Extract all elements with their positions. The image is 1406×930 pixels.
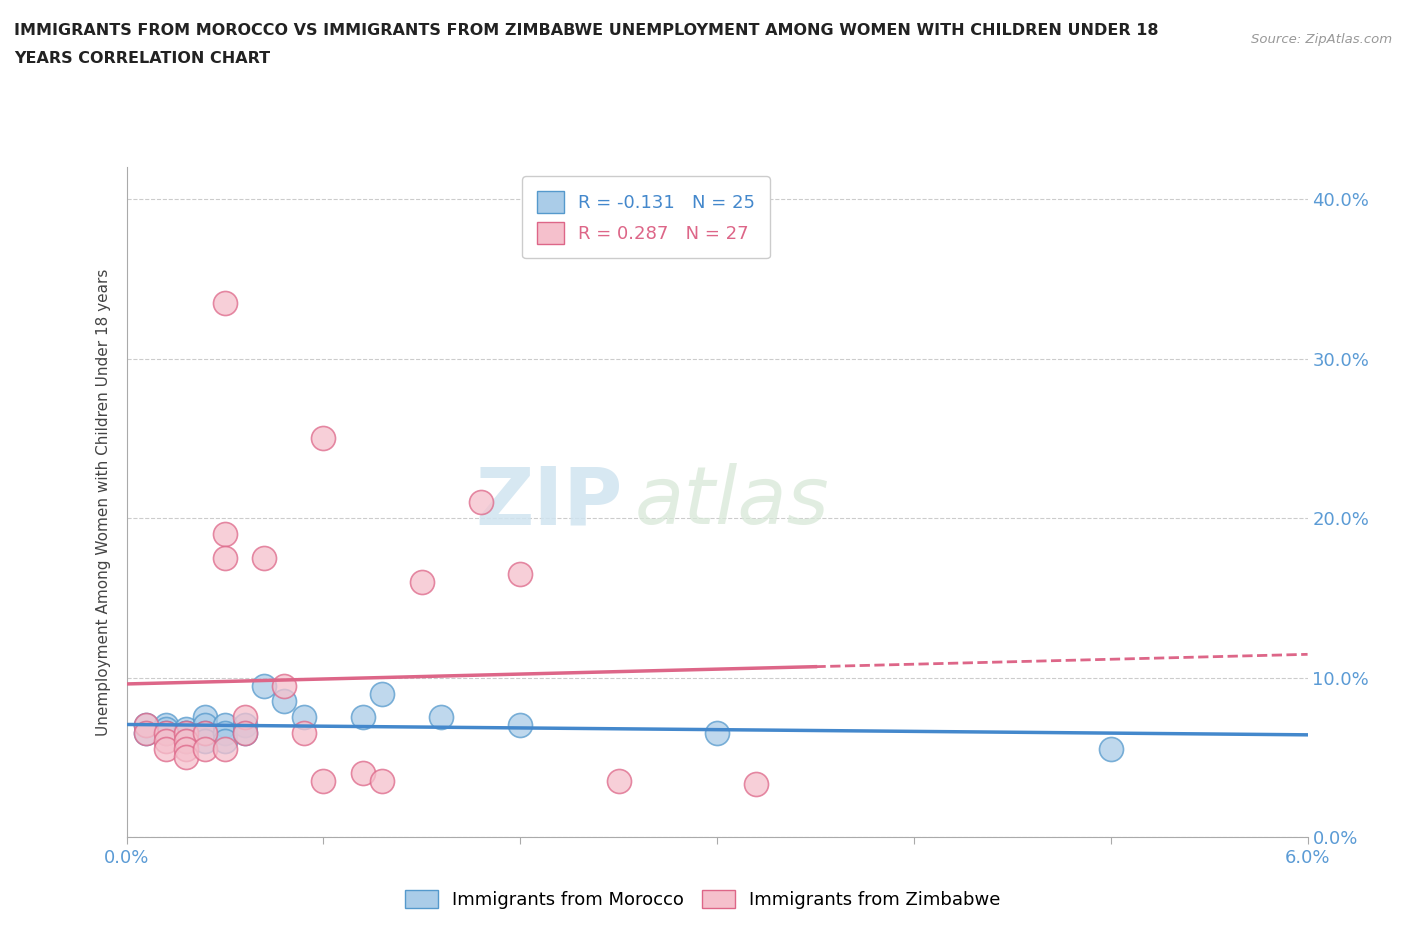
Point xyxy=(174,721,197,736)
Point xyxy=(312,774,335,789)
Point xyxy=(430,710,453,724)
Point xyxy=(214,551,236,565)
Point xyxy=(155,742,177,757)
Y-axis label: Unemployment Among Women with Children Under 18 years: Unemployment Among Women with Children U… xyxy=(96,269,111,736)
Point xyxy=(135,726,157,741)
Legend: R = -0.131   N = 25, R = 0.287   N = 27: R = -0.131 N = 25, R = 0.287 N = 27 xyxy=(523,177,770,259)
Point xyxy=(273,678,295,693)
Point xyxy=(214,718,236,733)
Point xyxy=(509,566,531,581)
Point xyxy=(174,726,197,741)
Point xyxy=(155,718,177,733)
Point xyxy=(411,575,433,590)
Text: YEARS CORRELATION CHART: YEARS CORRELATION CHART xyxy=(14,51,270,66)
Point xyxy=(509,718,531,733)
Point xyxy=(155,734,177,749)
Point xyxy=(292,710,315,724)
Point xyxy=(174,734,197,749)
Point xyxy=(352,710,374,724)
Point xyxy=(371,774,394,789)
Text: ZIP: ZIP xyxy=(475,463,623,541)
Point xyxy=(135,726,157,741)
Point xyxy=(155,726,177,741)
Point xyxy=(273,694,295,709)
Point xyxy=(194,734,217,749)
Point xyxy=(253,551,276,565)
Point xyxy=(233,726,256,741)
Point xyxy=(214,526,236,541)
Point xyxy=(470,495,492,510)
Text: IMMIGRANTS FROM MOROCCO VS IMMIGRANTS FROM ZIMBABWE UNEMPLOYMENT AMONG WOMEN WIT: IMMIGRANTS FROM MOROCCO VS IMMIGRANTS FR… xyxy=(14,23,1159,38)
Point xyxy=(233,718,256,733)
Point xyxy=(135,718,157,733)
Point xyxy=(706,726,728,741)
Point xyxy=(1099,742,1122,757)
Point xyxy=(174,750,197,764)
Point xyxy=(253,678,276,693)
Point xyxy=(155,726,177,741)
Point xyxy=(135,718,157,733)
Text: atlas: atlas xyxy=(634,463,830,541)
Point xyxy=(214,726,236,741)
Point xyxy=(352,765,374,780)
Point xyxy=(292,726,315,741)
Point xyxy=(194,726,217,741)
Point xyxy=(194,726,217,741)
Point xyxy=(214,742,236,757)
Point xyxy=(214,296,236,311)
Point xyxy=(312,431,335,445)
Point xyxy=(194,742,217,757)
Legend: Immigrants from Morocco, Immigrants from Zimbabwe: Immigrants from Morocco, Immigrants from… xyxy=(398,883,1008,916)
Point xyxy=(233,726,256,741)
Point xyxy=(194,718,217,733)
Point xyxy=(745,777,768,791)
Point xyxy=(194,710,217,724)
Point xyxy=(155,721,177,736)
Text: Source: ZipAtlas.com: Source: ZipAtlas.com xyxy=(1251,33,1392,46)
Point xyxy=(174,726,197,741)
Point xyxy=(214,734,236,749)
Point xyxy=(174,734,197,749)
Point xyxy=(371,686,394,701)
Point xyxy=(174,726,197,741)
Point xyxy=(233,710,256,724)
Point xyxy=(607,774,630,789)
Point xyxy=(174,742,197,757)
